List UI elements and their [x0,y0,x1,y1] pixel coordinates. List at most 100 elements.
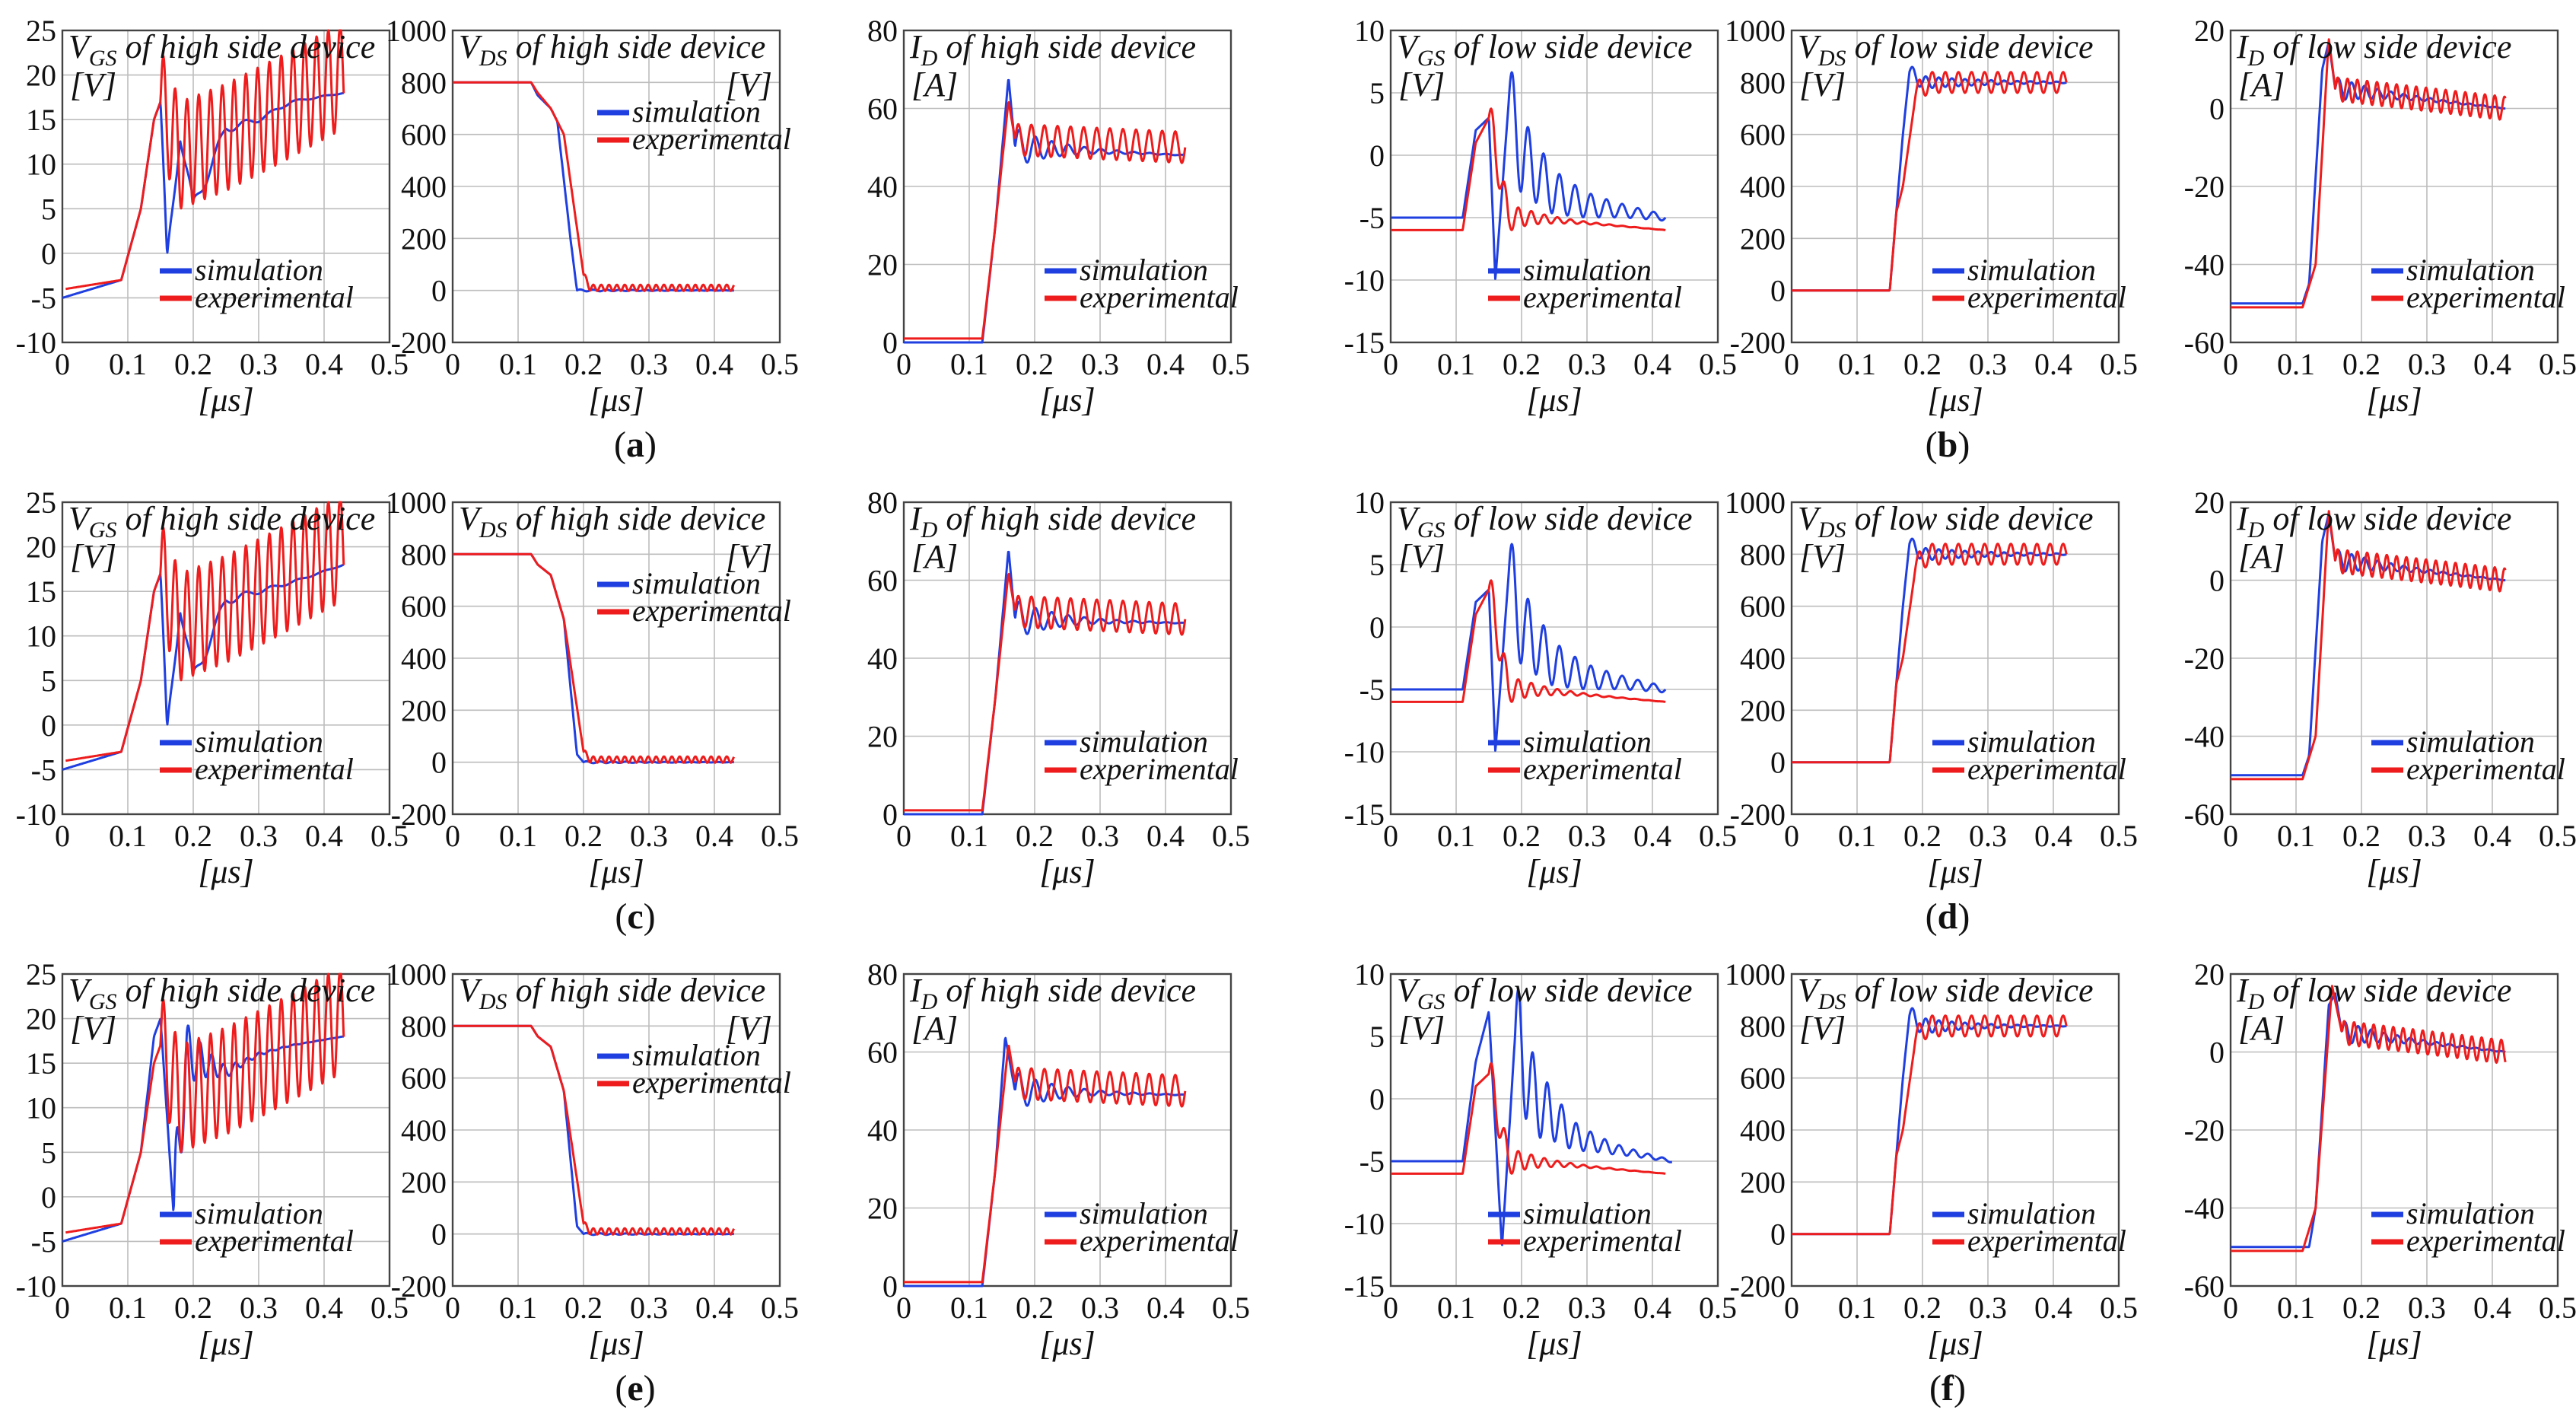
chart-title-subscript: DS [479,46,507,71]
plot-frame [1389,501,1719,816]
chart-title-text: of low side device [1445,500,1693,537]
y-tick-label: -10 [16,1269,56,1303]
caption-letter: f [1942,1368,1954,1408]
experimental-series-line [2230,985,2507,1253]
chart-id-low-panel: 0 0.1 0.2 0.3 0.4 0.5 -60 -40 -20 0 20 [μs] ID of lo… [2184,957,2576,1362]
legend-label-experimental: experimental [2406,1224,2565,1258]
plot-frame [61,501,391,816]
y-tick-label: 5 [1369,548,1385,582]
chart-title-symbol: V [1798,28,1822,65]
chart-title: VGS of high side device [68,500,375,543]
chart-title: VDS of low side device [1798,500,2094,543]
panel-caption: (b) [1926,425,1970,465]
y-tick-label: 0 [2209,92,2225,126]
y-tick-label: 10 [26,619,56,654]
legend-label-simulation: simulation [1080,1196,1208,1230]
x-tick-label: 0.4 [695,819,733,853]
x-tick-label: 0 [2223,347,2238,381]
x-tick-label: 0 [1784,347,1799,381]
legend-label-simulation: simulation [2406,724,2535,759]
y-tick-label: 20 [26,530,56,565]
x-tick-label: 0.5 [2539,347,2576,381]
x-tick-label: 0.3 [240,1291,278,1325]
chart-title: VDS of low side device [1798,28,2094,71]
legend-label-simulation: simulation [632,94,761,129]
y-tick-label: 0 [1770,1218,1786,1252]
x-axis-label: [μs] [198,853,253,890]
chart-title-symbol: V [459,28,483,65]
chart-title-subscript: D [921,517,938,543]
legend-label-simulation: simulation [632,1038,761,1072]
x-tick-label: 0.5 [2539,1291,2576,1325]
legend-label-simulation: simulation [195,1196,323,1230]
chart-title: ID of low side device [2236,28,2511,71]
legend-label-experimental: experimental [2406,752,2565,786]
x-tick-label: 0.2 [564,347,603,381]
experimental-series-line [903,100,1187,340]
simulation-series-line [2230,42,2506,305]
chart-id-low-panel: 0 0.1 0.2 0.3 0.4 0.5 -60 -40 -20 0 20 [μs] ID of lo… [2184,14,2576,419]
plot-frame [2229,972,2559,1288]
y-axis-unit-label: [V] [1398,538,1445,575]
x-tick-label: 0.1 [950,1291,988,1325]
caption-close-paren: ) [1957,896,1970,937]
chart-title-symbol: I [2236,972,2250,1009]
panel-caption: (c) [615,896,655,937]
y-tick-label: 0 [883,1269,898,1303]
chart-title: VDS of high side device [459,972,765,1014]
y-tick-label: 800 [1740,65,1786,100]
plot-frame [1790,29,2120,344]
x-tick-label: 0.5 [761,347,799,381]
y-tick-label: -40 [2184,248,2225,282]
x-axis-label: [μs] [1039,853,1095,890]
legend-label-experimental: experimental [1523,280,1682,314]
caption-close-paren: ) [644,1368,656,1408]
chart-title-symbol: V [459,500,483,537]
y-tick-label: 200 [1740,221,1786,256]
y-tick-label: 60 [867,92,898,126]
y-tick-label: 80 [867,14,898,48]
y-tick-label: 0 [1770,746,1786,780]
y-tick-label: 600 [401,1062,447,1096]
x-tick-label: 0.4 [1146,1291,1185,1325]
y-tick-label: 20 [867,248,898,282]
y-tick-label: 15 [26,103,56,137]
experimental-series-line [1791,71,2068,292]
chart-title: VGS of low side device [1397,28,1693,71]
chart-title-symbol: V [1798,972,1822,1009]
chart-title-text: of high side device [117,500,376,537]
x-tick-label: 0 [55,819,70,853]
chart-title-subscript: D [2247,46,2265,71]
y-tick-label: -10 [1344,1207,1385,1241]
chart-title-text: of high side device [937,28,1196,65]
x-tick-label: 0 [2223,819,2238,853]
y-tick-label: 1000 [1725,957,1786,992]
y-tick-label: 0 [2209,564,2225,598]
caption-close-paren: ) [644,896,656,937]
x-axis-label: [μs] [1526,853,1582,890]
chart-title-subscript: GS [89,989,117,1014]
y-tick-label: 400 [1740,170,1786,204]
y-tick-label: -15 [1344,326,1385,360]
y-axis-unit-label: [V] [1799,66,1846,103]
y-tick-label: 1000 [1725,14,1786,48]
y-axis-unit-label: [V] [70,66,116,103]
chart-title-symbol: V [1798,500,1822,537]
legend-label-simulation: simulation [1523,253,1652,287]
x-tick-label: 0.5 [370,1291,409,1325]
y-tick-label: 0 [41,708,56,743]
y-axis-unit-label: [A] [911,538,958,575]
y-tick-label: 1000 [386,957,447,992]
chart-title-text: of high side device [117,28,376,65]
panel-caption: (d) [1926,896,1970,937]
x-tick-label: 0.2 [2342,347,2380,381]
chart-title-subscript: DS [1818,517,1846,543]
legend-label-experimental: experimental [632,122,791,156]
legend-label-simulation: simulation [1080,253,1208,287]
chart-title-subscript: DS [479,989,507,1014]
x-tick-label: 0.5 [370,347,409,381]
